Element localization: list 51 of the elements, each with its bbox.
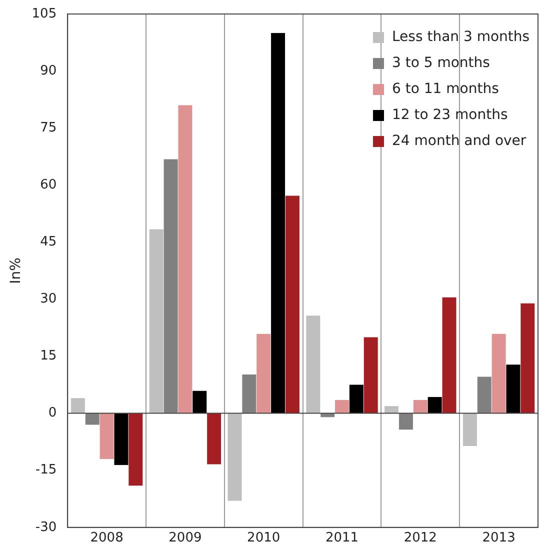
y-tick-label: 45 (40, 234, 57, 250)
legend-label: 12 to 23 months (392, 107, 508, 123)
bar (384, 406, 399, 414)
y-tick-label: 15 (40, 348, 57, 364)
bar (149, 229, 164, 414)
legend-label: 3 to 5 months (392, 55, 490, 71)
bar (100, 413, 114, 459)
bar (364, 337, 378, 414)
x-tick-label: 2013 (482, 530, 516, 546)
x-tick-label: 2008 (90, 530, 124, 546)
bar (271, 33, 286, 414)
bar (192, 390, 207, 414)
legend-label: 24 month and over (392, 133, 526, 149)
y-tick-label: 60 (40, 178, 57, 193)
bar (335, 400, 349, 414)
y-tick-label: 30 (40, 292, 57, 307)
bar (492, 334, 506, 414)
y-tick-label: -30 (35, 520, 57, 535)
bar (128, 413, 143, 486)
bar (306, 316, 320, 414)
y-axis-title: In% (8, 258, 24, 284)
bar (442, 297, 456, 414)
bar (85, 413, 100, 425)
bar (285, 196, 300, 414)
bar (398, 413, 413, 430)
x-tick-label: 2010 (247, 530, 280, 546)
bar (477, 376, 492, 414)
y-tick-label: 90 (40, 63, 57, 78)
x-tick-label: 2011 (325, 530, 359, 546)
x-tick-label: 2012 (404, 530, 437, 546)
legend-label: Less than 3 months (392, 29, 530, 45)
bar (114, 413, 128, 466)
bar (207, 413, 222, 464)
y-tick-label: 75 (40, 120, 57, 136)
bar (349, 384, 364, 414)
y-tick-label: 0 (48, 406, 57, 421)
bar (428, 396, 442, 414)
y-tick-label: -15 (35, 462, 57, 478)
bar (520, 303, 535, 414)
bar (506, 364, 520, 414)
bar (462, 413, 477, 446)
legend-label: 6 to 11 months (392, 81, 499, 97)
y-tick-label: 105 (32, 6, 57, 22)
bar (228, 413, 242, 501)
bar (413, 400, 428, 414)
bar (164, 159, 178, 414)
bar (256, 334, 271, 414)
x-tick-label: 2009 (168, 530, 202, 546)
bar (178, 105, 192, 414)
bar (242, 374, 256, 414)
bar (70, 398, 85, 414)
